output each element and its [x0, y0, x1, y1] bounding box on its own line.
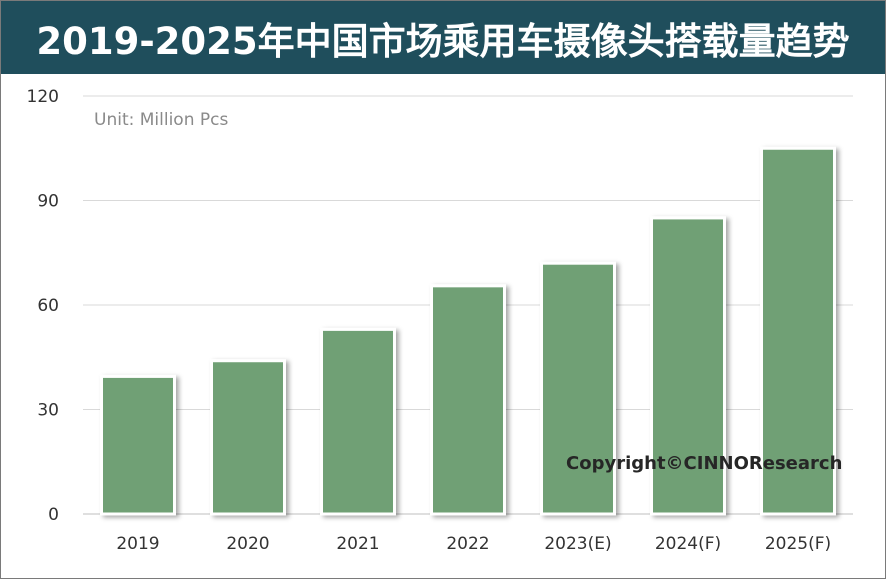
bar-2021 — [320, 327, 396, 516]
bar-2025(F) — [760, 146, 836, 516]
bar-2019 — [100, 374, 176, 516]
bar-2024(F) — [650, 216, 726, 516]
x-axis-ticks: 2019 2020 2021 2022 2023(E) 2024(F) 2025(F) — [116, 534, 831, 554]
x-tick-label: 2020 — [226, 534, 269, 554]
bar-2022 — [430, 284, 506, 516]
x-tick-label: 2019 — [116, 534, 159, 554]
bar-2020 — [210, 359, 286, 516]
y-tick-label: 0 — [48, 505, 59, 525]
bar-series — [100, 146, 836, 516]
y-tick-label: 90 — [37, 192, 59, 212]
x-tick-label: 2025(F) — [765, 534, 831, 554]
y-tick-label: 30 — [37, 401, 59, 421]
x-tick-label: 2022 — [446, 534, 489, 554]
copyright-text: Copyright©CINNOResearch — [566, 453, 843, 474]
title-bar: 2019-2025年中国市场乘用车摄像头搭载量趋势 — [1, 1, 885, 74]
x-tick-label: 2021 — [336, 534, 379, 554]
chart-title: 2019-2025年中国市场乘用车摄像头搭载量趋势 — [36, 19, 850, 63]
y-tick-label: 60 — [37, 296, 59, 316]
y-axis-ticks: 0 30 60 90 120 — [27, 87, 59, 525]
x-tick-label: 2024(F) — [655, 534, 721, 554]
y-tick-label: 120 — [27, 87, 59, 107]
bar-2023(E) — [540, 261, 616, 516]
x-tick-label: 2023(E) — [544, 534, 611, 554]
unit-label: Unit: Million Pcs — [94, 110, 229, 130]
